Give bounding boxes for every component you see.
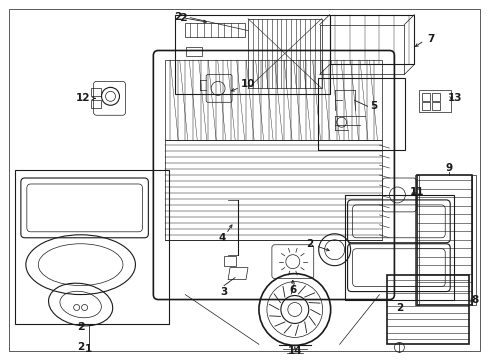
Bar (90, 88, 101, 96)
Text: 13: 13 (447, 93, 462, 103)
Text: 14: 14 (287, 346, 302, 356)
Text: 7: 7 (427, 33, 434, 44)
Bar (90, 100, 101, 108)
Bar (247, 19, 321, 88)
Text: 12: 12 (75, 93, 90, 103)
Bar (185, 23, 244, 37)
Bar (15, 170, 169, 324)
Text: 2: 2 (77, 323, 84, 332)
Bar (386, 275, 468, 345)
Bar (317, 78, 405, 150)
Bar (414, 175, 419, 305)
Bar (416, 175, 471, 305)
Text: 11: 11 (409, 187, 424, 197)
Text: 5: 5 (369, 101, 376, 111)
Bar (186, 46, 202, 57)
Text: 8: 8 (470, 294, 478, 305)
Text: 1: 1 (85, 345, 92, 354)
Bar (431, 93, 439, 101)
Text: 9: 9 (445, 163, 452, 173)
Text: 2: 2 (173, 12, 181, 22)
Text: 2: 2 (179, 13, 187, 23)
Bar (419, 90, 450, 112)
Bar (431, 102, 439, 110)
Text: 2: 2 (77, 342, 84, 352)
Text: 10: 10 (240, 79, 255, 89)
Bar (175, 15, 329, 94)
Bar (422, 102, 429, 110)
Bar (165, 60, 382, 140)
Text: 6: 6 (288, 284, 296, 294)
Bar (422, 93, 429, 101)
Bar (165, 140, 382, 240)
Bar (224, 256, 236, 266)
Text: 4: 4 (218, 233, 225, 243)
Text: 2: 2 (395, 302, 402, 312)
Bar (471, 175, 475, 305)
Text: 3: 3 (220, 287, 227, 297)
Bar (344, 195, 453, 300)
Text: 2: 2 (305, 239, 313, 249)
